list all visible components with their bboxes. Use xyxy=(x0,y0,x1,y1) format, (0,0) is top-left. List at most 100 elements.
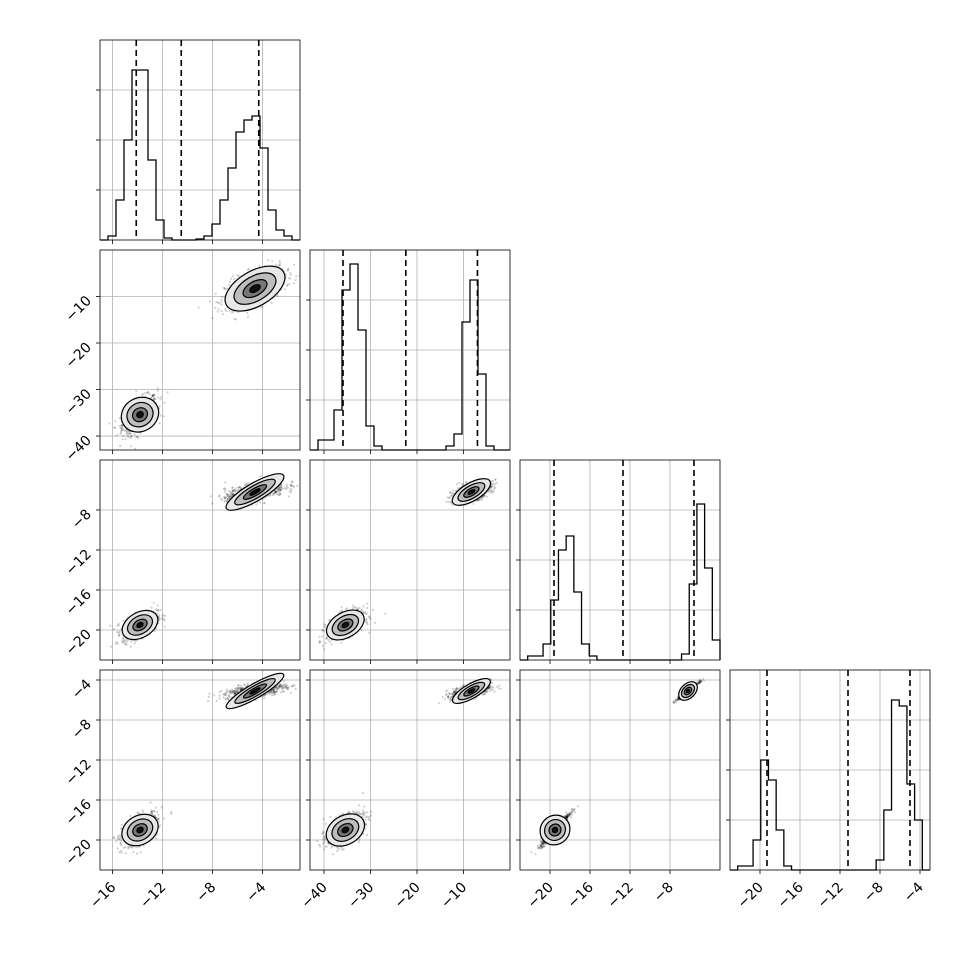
sample-point xyxy=(449,490,452,494)
sample-point xyxy=(151,394,154,397)
sample-point xyxy=(259,474,262,478)
sample-point xyxy=(365,612,368,615)
sample-point xyxy=(118,838,121,841)
sample-point xyxy=(156,389,159,392)
sample-point xyxy=(450,494,453,497)
sample-point xyxy=(126,434,130,437)
sample-point xyxy=(120,844,123,847)
sample-point xyxy=(109,645,113,648)
sample-point xyxy=(157,608,160,612)
sample-point xyxy=(135,436,138,439)
sample-point xyxy=(227,493,230,496)
sample-point xyxy=(221,313,224,316)
sample-point xyxy=(480,498,483,501)
sample-point xyxy=(152,393,156,396)
sample-point xyxy=(292,486,295,489)
sample-point xyxy=(231,486,235,489)
sample-point xyxy=(163,614,167,617)
sample-point xyxy=(451,503,454,506)
panel-frame xyxy=(309,249,511,451)
sample-point xyxy=(225,492,228,496)
sample-point xyxy=(226,493,229,496)
sample-point xyxy=(120,827,123,830)
sample-point xyxy=(215,301,218,304)
sample-point xyxy=(122,641,125,644)
sample-point xyxy=(150,809,153,812)
sample-point xyxy=(493,478,497,481)
sample-point xyxy=(214,292,217,295)
sample-point xyxy=(150,396,153,399)
sample-point xyxy=(238,485,241,489)
sample-point xyxy=(366,623,369,626)
sample-point xyxy=(113,426,116,429)
sample-point xyxy=(223,288,226,291)
sample-point xyxy=(237,311,240,314)
sample-point xyxy=(121,424,124,427)
sample-point xyxy=(126,431,129,434)
sample-point xyxy=(225,495,228,498)
sample-point xyxy=(134,639,137,643)
sample-point xyxy=(446,496,449,499)
sample-point xyxy=(158,614,161,617)
sample-point xyxy=(294,278,297,282)
sample-point xyxy=(158,617,161,621)
sample-point xyxy=(124,846,127,849)
sample-point xyxy=(130,640,133,643)
sample-point xyxy=(119,426,122,429)
sample-point xyxy=(119,841,122,845)
sample-point xyxy=(320,635,324,638)
sample-point xyxy=(279,493,282,496)
sample-point xyxy=(292,484,295,488)
density-contour-1-3 xyxy=(249,284,261,294)
sample-point xyxy=(278,260,281,263)
density-contour-1-3 xyxy=(249,488,261,496)
sample-point xyxy=(117,634,120,637)
sample-point xyxy=(128,432,131,435)
sample-point xyxy=(146,390,149,394)
sample-point xyxy=(262,498,265,501)
sample-point xyxy=(286,284,289,287)
sample-point xyxy=(160,806,163,809)
sample-point xyxy=(117,834,121,837)
sample-point xyxy=(479,497,482,500)
sample-point xyxy=(271,493,275,497)
sample-point xyxy=(447,500,450,503)
sample-point xyxy=(318,641,321,644)
sample-point xyxy=(225,500,228,503)
sample-point xyxy=(340,606,343,609)
sample-point xyxy=(281,487,284,491)
sample-point xyxy=(217,308,220,311)
y-tick-label: −12 xyxy=(63,547,95,579)
sample-point xyxy=(120,851,123,854)
panel-frame xyxy=(99,249,301,451)
sample-point xyxy=(220,310,223,313)
panel-2-2 xyxy=(516,459,721,664)
histogram-0 xyxy=(100,69,300,241)
sample-point xyxy=(490,485,493,488)
sample-point xyxy=(277,487,280,491)
sample-point xyxy=(124,642,127,645)
sample-point xyxy=(230,277,233,280)
sample-point xyxy=(230,311,233,314)
sample-point xyxy=(160,396,163,399)
sample-point xyxy=(156,604,159,607)
sample-point xyxy=(159,824,162,827)
sample-point xyxy=(366,602,369,605)
sample-point xyxy=(263,501,266,504)
sample-point xyxy=(222,487,225,490)
sample-point xyxy=(276,487,280,491)
sample-point xyxy=(136,811,139,814)
sample-point xyxy=(274,490,277,493)
sample-point xyxy=(325,637,328,640)
sample-point xyxy=(112,836,116,840)
sample-point xyxy=(233,277,236,281)
panel-frame xyxy=(309,459,511,661)
sample-point xyxy=(321,629,324,632)
sample-point xyxy=(216,301,219,304)
sample-point xyxy=(112,836,115,839)
sample-point xyxy=(219,497,223,500)
sample-point xyxy=(278,486,281,489)
sample-point xyxy=(351,604,355,607)
sample-point xyxy=(318,641,321,644)
sample-point xyxy=(225,499,228,503)
